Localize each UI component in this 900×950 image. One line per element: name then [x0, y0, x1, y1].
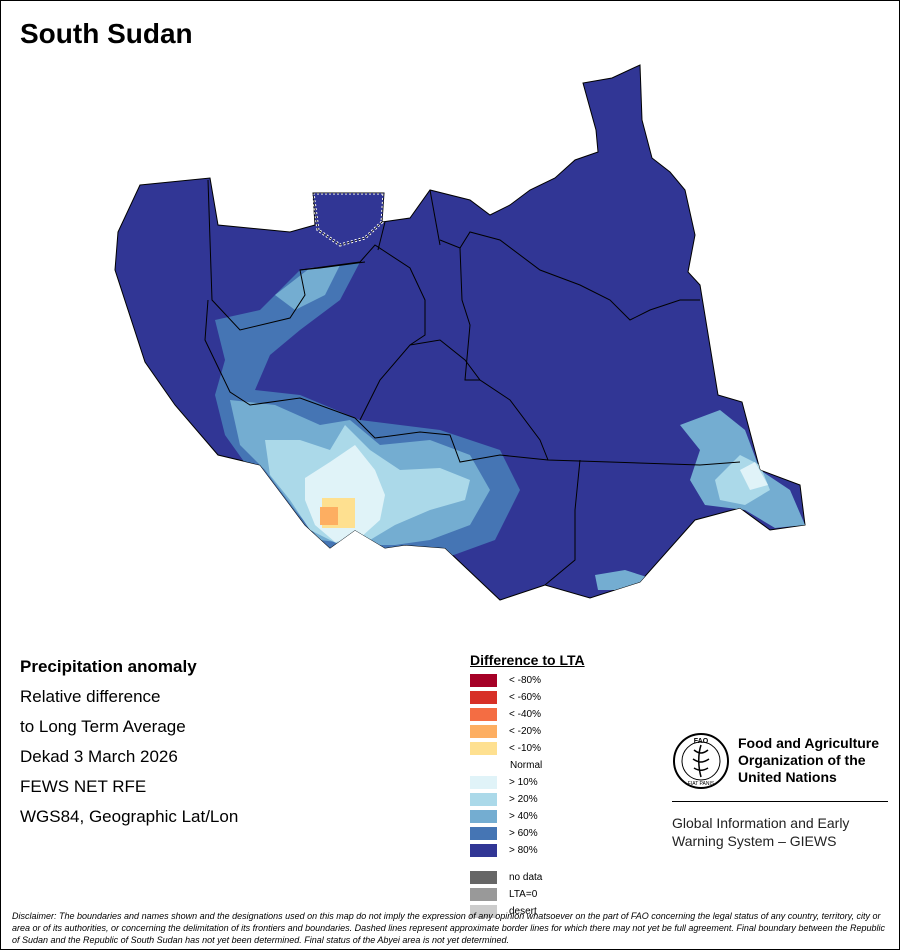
legend-wet-label: > 40%: [509, 811, 538, 822]
legend-other-swatch: [470, 905, 497, 918]
legend-dry-label: < -10%: [509, 743, 541, 754]
legend-other-item: LTA=0: [470, 886, 585, 903]
legend-dry-item: < -20%: [470, 723, 585, 740]
info-description-1: Relative difference: [20, 687, 161, 706]
legend-other-label: desert: [509, 906, 537, 917]
precipitation-map: [114, 64, 806, 601]
anomaly-40pct-south: [595, 570, 650, 590]
legend-wet-item: > 80%: [470, 842, 585, 859]
legend-other-item: desert: [470, 903, 585, 920]
legend-dry-item: < -60%: [470, 689, 585, 706]
info-projection: WGS84, Geographic Lat/Lon: [20, 807, 239, 826]
fao-logo-icon: FAO FIAT PANIS: [673, 733, 729, 789]
info-description-2: to Long Term Average: [20, 717, 186, 736]
legend-other-label: LTA=0: [509, 889, 538, 900]
info-source: FEWS NET RFE: [20, 777, 147, 796]
legend-other-swatch: [470, 888, 497, 901]
info-period: Dekad 3 March 2026: [20, 747, 178, 766]
map-info: Precipitation anomaly Relative differenc…: [20, 656, 238, 836]
fao-name: Food and Agriculture Organization of the…: [738, 735, 888, 786]
legend-dry-swatch: [470, 691, 497, 704]
fao-name-line3: United Nations: [738, 769, 837, 785]
fao-motto-text: FIAT PANIS: [688, 781, 715, 787]
legend-wet-swatch: [470, 810, 497, 823]
legend-dry-label: < -60%: [509, 692, 541, 703]
fao-name-line1: Food and Agriculture: [738, 735, 880, 751]
legend-dry-item: < -10%: [470, 740, 585, 757]
legend-dry-swatch: [470, 742, 497, 755]
giews-line1: Global Information and Early: [672, 815, 850, 831]
fao-logo-text: FAO: [694, 738, 709, 745]
legend-wet-item: > 40%: [470, 808, 585, 825]
giews-line2: Warning System – GIEWS: [672, 833, 837, 849]
legend-wet-item: > 10%: [470, 774, 585, 791]
legend-dry-swatch: [470, 674, 497, 687]
legend-dry-label: < -40%: [509, 709, 541, 720]
legend-dry-swatch: [470, 725, 497, 738]
legend-wet-item: > 20%: [470, 791, 585, 808]
legend-wet-swatch: [470, 776, 497, 789]
legend-dry-item: < -40%: [470, 706, 585, 723]
legend-other-label: no data: [509, 872, 543, 883]
legend-normal: Normal: [470, 757, 585, 774]
legend-wet-item: > 60%: [470, 825, 585, 842]
legend-dry-swatch: [470, 708, 497, 721]
legend-wet-label: > 20%: [509, 794, 538, 805]
legend-wet-swatch: [470, 844, 497, 857]
legend-other-item: no data: [470, 869, 585, 886]
legend-wet-swatch: [470, 827, 497, 840]
legend: Difference to LTA < -80% < -60% < -40% < -2…: [470, 652, 585, 920]
map-title: South Sudan: [20, 18, 193, 49]
legend-dry-item: < -80%: [470, 672, 585, 689]
info-variable: Precipitation anomaly: [20, 657, 197, 676]
giews-label: Global Information and Early Warning Sys…: [672, 814, 892, 850]
legend-wet-label: > 10%: [509, 777, 538, 788]
anomaly-10pct-east: [740, 462, 768, 490]
fao-divider: [672, 801, 888, 802]
state-boundaries: [204, 179, 741, 586]
legend-wet-label: > 80%: [509, 845, 538, 856]
anomaly-40pct-north: [275, 265, 340, 310]
fao-name-line2: Organization of the: [738, 752, 866, 768]
legend-dry-label: < -20%: [509, 726, 541, 737]
legend-dry-label: < -80%: [509, 675, 541, 686]
legend-title: Difference to LTA: [470, 652, 585, 668]
legend-other-swatch: [470, 871, 497, 884]
legend-normal-label: Normal: [510, 760, 543, 771]
disclaimer: Disclaimer: The boundaries and names sho…: [12, 911, 885, 945]
legend-wet-label: > 60%: [509, 828, 538, 839]
legend-wet-swatch: [470, 793, 497, 806]
anomaly-minus20pct: [320, 507, 338, 525]
anomaly-layer: [215, 262, 805, 590]
